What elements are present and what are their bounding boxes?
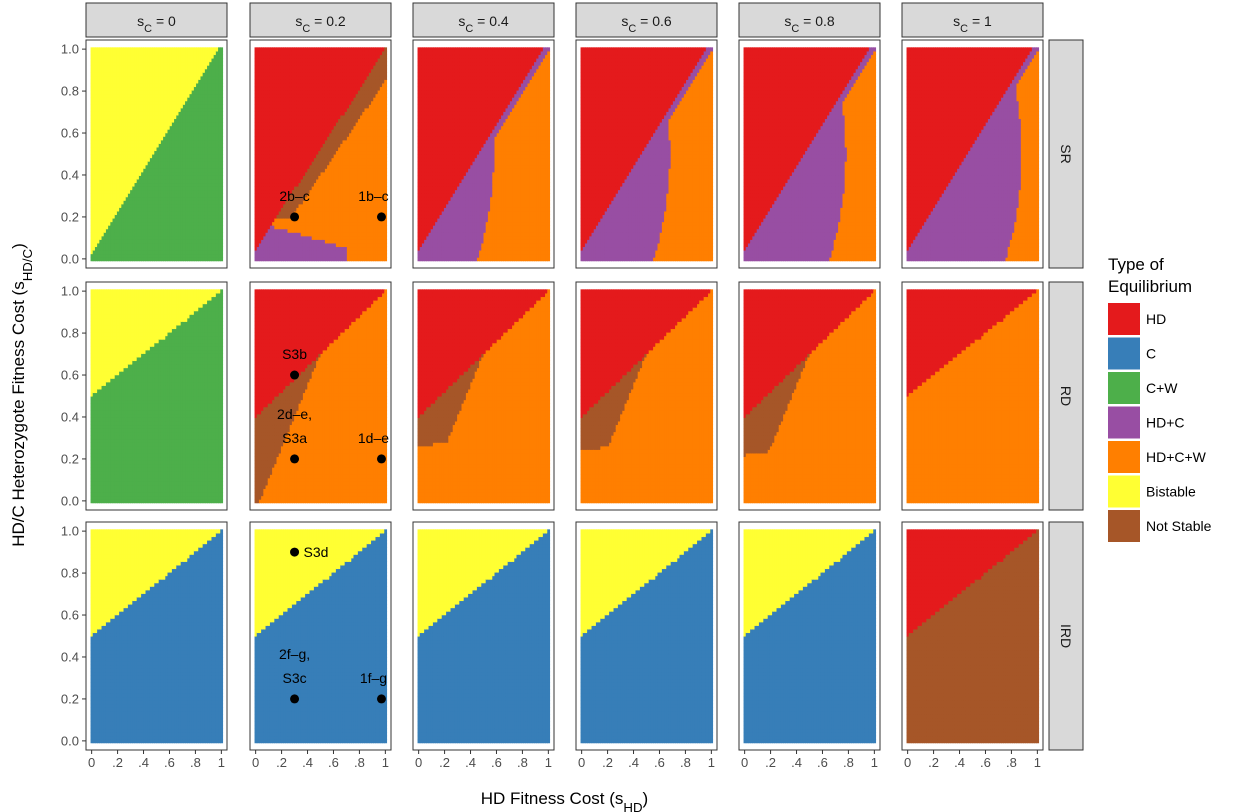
heatmap-cell xyxy=(220,126,223,130)
heatmap-cell xyxy=(220,62,223,66)
heatmap-cell xyxy=(220,90,223,94)
heatmap-cell xyxy=(220,168,223,172)
heatmap-cell xyxy=(220,172,223,176)
row-strip-label: IRD xyxy=(1058,624,1074,648)
heatmap-cell xyxy=(220,83,223,87)
heatmap-cell xyxy=(220,72,223,76)
heatmap-cell xyxy=(220,101,223,105)
heatmap-cell xyxy=(220,94,223,98)
heatmap-cell xyxy=(220,161,223,165)
heatmap-cell xyxy=(220,122,223,126)
heatmap-cell xyxy=(220,158,223,162)
heatmap-cell xyxy=(220,136,223,140)
heatmap-cell xyxy=(220,179,223,183)
heatmap-cell xyxy=(220,207,223,211)
heatmap-cell xyxy=(220,47,223,51)
heatmap-cell xyxy=(220,222,223,226)
heatmap-cell xyxy=(220,232,223,236)
heatmap-cell xyxy=(220,118,223,122)
heatmap-cell xyxy=(220,250,223,254)
heatmap-cell xyxy=(220,58,223,62)
heatmap-cell xyxy=(220,150,223,154)
heatmap-cell xyxy=(220,147,223,151)
heatmap-cell xyxy=(220,104,223,108)
heatmap-cell xyxy=(220,115,223,119)
heatmap-cell xyxy=(220,51,223,55)
row-strip-label: RD xyxy=(1058,386,1074,406)
heatmap-cell xyxy=(220,69,223,73)
heatmap-cell xyxy=(220,86,223,90)
heatmap-cell xyxy=(220,143,223,147)
heatmap-cell xyxy=(220,182,223,186)
heatmap-cell xyxy=(220,129,223,133)
heatmap-cell xyxy=(220,133,223,137)
heatmap-cell xyxy=(220,225,223,229)
heatmap-cell xyxy=(220,175,223,179)
heatmap-cell xyxy=(220,193,223,197)
heatmap-cell xyxy=(220,218,223,222)
heatmap-cell xyxy=(220,229,223,233)
heatmap-cell xyxy=(220,54,223,58)
heatmap-panel xyxy=(250,40,391,268)
heatmap-cell xyxy=(220,65,223,69)
heatmap-cell xyxy=(220,236,223,240)
heatmap-cell xyxy=(220,108,223,112)
heatmap-cell xyxy=(220,111,223,115)
heatmap-cell xyxy=(220,79,223,83)
heatmap-cell xyxy=(220,257,223,261)
heatmap-cell xyxy=(220,214,223,218)
heatmap-cell xyxy=(220,186,223,190)
heatmap-cell xyxy=(220,204,223,208)
heatmap-cell xyxy=(220,165,223,169)
heatmap-cell xyxy=(220,76,223,80)
heatmap-cell xyxy=(220,211,223,215)
heatmap-cell xyxy=(220,97,223,101)
heatmap-cell xyxy=(220,243,223,247)
heatmap-cell xyxy=(220,239,223,243)
heatmap-cell xyxy=(220,140,223,144)
heatmap-cell xyxy=(220,246,223,250)
heatmap-panel xyxy=(86,40,227,268)
row-strip-label: SR xyxy=(1058,144,1074,163)
heatmap-cell xyxy=(220,154,223,158)
heatmap-cell xyxy=(220,197,223,201)
heatmap-cell xyxy=(220,190,223,194)
heatmap-cell xyxy=(220,254,223,258)
heatmap-cell xyxy=(220,200,223,204)
